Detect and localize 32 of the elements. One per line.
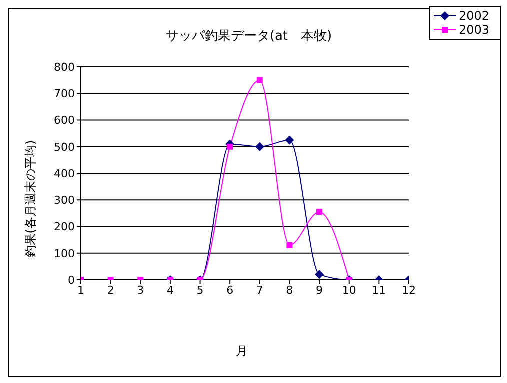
legend-label: 2003: [459, 23, 490, 37]
x-tick-label: 10: [342, 284, 356, 297]
y-tick-label: 800: [54, 60, 75, 74]
y-tick-label: 300: [54, 194, 75, 208]
legend-label: 2002: [459, 9, 490, 23]
x-tick-label: 8: [286, 284, 294, 297]
point: [227, 144, 234, 150]
x-tick-label: 3: [137, 284, 144, 297]
y-tick-label: 100: [54, 247, 75, 260]
y-tick-label: 700: [54, 88, 75, 101]
x-axis-title: 月: [236, 343, 248, 360]
x-tick-label: 9: [316, 284, 324, 297]
x-tick-label: 5: [196, 284, 204, 297]
x-tick-label: 4: [166, 284, 174, 297]
chart-title: サッパ釣果データ(at 本牧): [166, 29, 332, 44]
x-tick-label: 1: [78, 284, 84, 297]
x-tick-label: 11: [372, 284, 386, 297]
x-tick-label: 6: [226, 284, 234, 297]
y-tick-label: 200: [54, 220, 75, 234]
x-tick-label: 2: [107, 284, 114, 297]
point: [316, 209, 323, 216]
x-tick-label: 7: [256, 284, 264, 297]
point: [285, 136, 294, 145]
y-tick-label: 0: [68, 274, 75, 287]
x-tick-label: 12: [402, 284, 416, 297]
y-tick-label: 400: [54, 167, 75, 180]
point: [255, 142, 264, 152]
y-axis-title: 釣果(各月週末の平均): [22, 140, 38, 258]
y-tick-label: 500: [54, 140, 75, 154]
y-tick-label: 600: [54, 114, 75, 128]
point: [256, 77, 263, 84]
point: [286, 242, 293, 248]
